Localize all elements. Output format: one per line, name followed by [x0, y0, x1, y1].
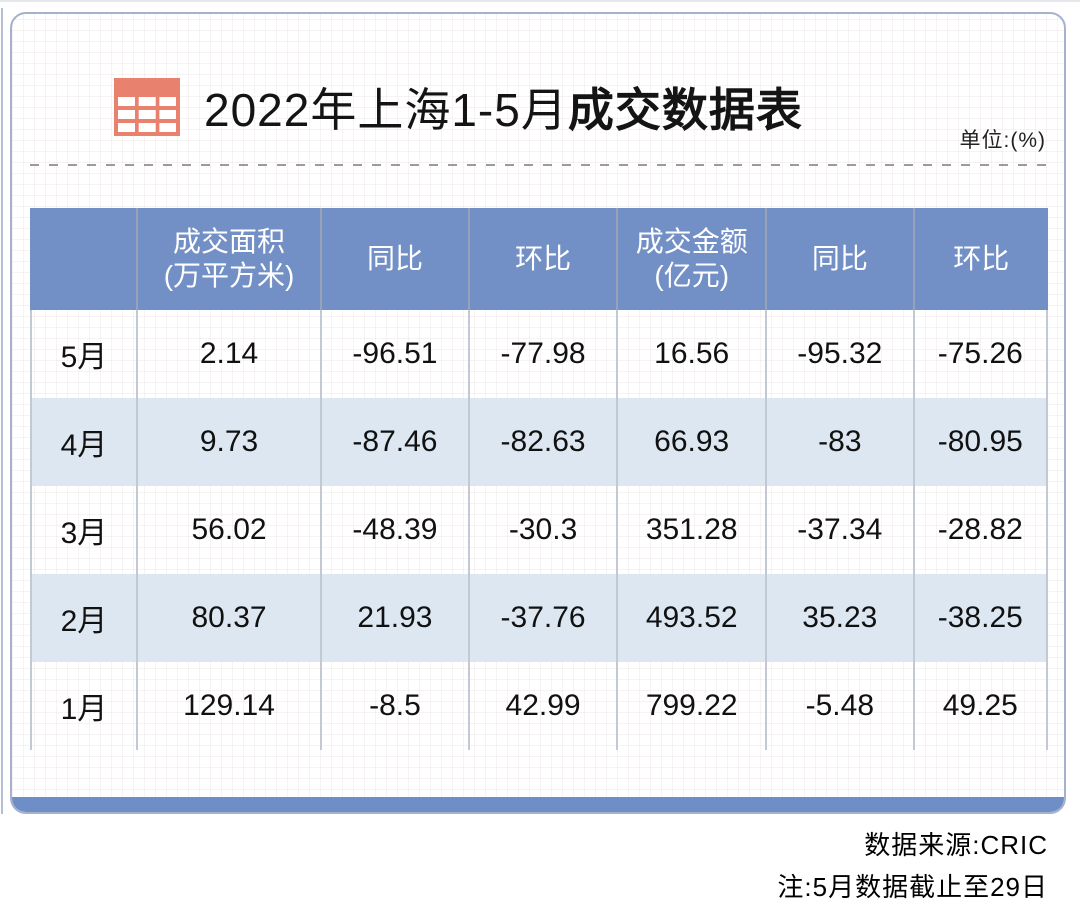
table-row-february: 2月 80.37 21.93 -37.76 493.52 35.23 -38.2… — [30, 574, 1048, 662]
value-cell: -28.82 — [915, 486, 1048, 574]
value-cell: 129.14 — [138, 662, 323, 750]
value-cell: -83 — [767, 398, 915, 486]
footer-notes: 数据来源:CRIC 注:5月数据截止至29日 — [777, 824, 1048, 908]
value-cell: -80.95 — [914, 398, 1048, 486]
value-cell: 9.73 — [137, 398, 323, 486]
header-cell-text: 同比 — [366, 242, 423, 274]
top-edge-artifact — [0, 0, 1080, 2]
value-cell: 799.22 — [618, 662, 768, 750]
value-cell: 16.56 — [618, 310, 768, 398]
table-row-january: 1月 129.14 -8.5 42.99 799.22 -5.48 49.25 — [30, 662, 1048, 750]
header-cell-text: 同比 — [811, 242, 868, 274]
value-cell: 66.93 — [618, 398, 768, 486]
data-note: 注:5月数据截止至29日 — [777, 872, 1048, 902]
header-cell-subtext: (亿元) — [654, 260, 730, 291]
month-cell: 2月 — [30, 574, 138, 662]
month-cell: 3月 — [30, 486, 138, 574]
value-cell: 49.25 — [915, 662, 1048, 750]
value-cell: -75.26 — [915, 310, 1048, 398]
value-cell: 35.23 — [767, 574, 915, 662]
table-grid-icon — [114, 78, 180, 136]
table-body: 5月 2.14 -96.51 -77.98 16.56 -95.32 -75.2… — [30, 310, 1048, 750]
header-cell-subtext: (万平方米) — [163, 260, 295, 291]
value-cell: 2.14 — [138, 310, 323, 398]
value-cell: 80.37 — [137, 574, 323, 662]
table-row-may: 5月 2.14 -96.51 -77.98 16.56 -95.32 -75.2… — [30, 310, 1048, 398]
value-cell: -8.5 — [322, 662, 470, 750]
value-cell: 493.52 — [618, 574, 768, 662]
header-cell-text: 成交面积 — [173, 225, 286, 257]
header-cell-amount: 成交金额 (亿元) — [618, 208, 768, 310]
header-cell-text: 环比 — [953, 242, 1010, 274]
value-cell: -77.98 — [470, 310, 619, 398]
value-cell: -82.63 — [469, 398, 619, 486]
value-cell: 56.02 — [138, 486, 323, 574]
left-edge-artifact — [1, 8, 3, 814]
table-row-march: 3月 56.02 -48.39 -30.3 351.28 -37.34 -28.… — [30, 486, 1048, 574]
transaction-data-table: 成交面积 (万平方米) 同比 环比 成交金额 (亿元) 同比 环比 — [30, 208, 1048, 750]
header-cell-text: 成交金额 — [635, 225, 748, 257]
value-cell: -95.32 — [767, 310, 915, 398]
table-header-row: 成交面积 (万平方米) 同比 环比 成交金额 (亿元) 同比 环比 — [30, 208, 1048, 310]
value-cell: 21.93 — [322, 574, 470, 662]
value-cell: -37.76 — [469, 574, 619, 662]
page-title-regular: 2022年上海1-5月 — [204, 84, 568, 136]
header-cell-mom-amount: 环比 — [914, 208, 1048, 310]
value-cell: -30.3 — [470, 486, 619, 574]
month-cell: 5月 — [30, 310, 138, 398]
month-cell: 1月 — [30, 662, 138, 750]
header-cell-text: 环比 — [515, 242, 572, 274]
data-card: 2022年上海1-5月成交数据表 单位:(%) 成交面积 (万平方米) 同比 环… — [10, 12, 1066, 814]
header-cell-month — [30, 208, 138, 310]
header-cell-yoy-area: 同比 — [322, 208, 470, 310]
header-cell-yoy-amount: 同比 — [767, 208, 915, 310]
card-bottom-bar — [12, 797, 1064, 812]
value-cell: 42.99 — [470, 662, 619, 750]
page-title: 2022年上海1-5月成交数据表 — [204, 74, 803, 140]
value-cell: -37.34 — [767, 486, 915, 574]
header-cell-mom-area: 环比 — [469, 208, 619, 310]
dashed-separator — [30, 164, 1046, 166]
value-cell: -96.51 — [322, 310, 470, 398]
value-cell: 351.28 — [618, 486, 768, 574]
title-row: 2022年上海1-5月成交数据表 — [114, 74, 803, 140]
data-source: 数据来源:CRIC — [864, 830, 1048, 860]
month-cell: 4月 — [30, 398, 138, 486]
value-cell: -5.48 — [767, 662, 915, 750]
header-cell-area: 成交面积 (万平方米) — [137, 208, 323, 310]
value-cell: -87.46 — [322, 398, 470, 486]
value-cell: -38.25 — [914, 574, 1048, 662]
value-cell: -48.39 — [322, 486, 470, 574]
table-row-april: 4月 9.73 -87.46 -82.63 66.93 -83 -80.95 — [30, 398, 1048, 486]
page-title-bold: 成交数据表 — [567, 84, 803, 136]
unit-label: 单位:(%) — [959, 129, 1046, 152]
